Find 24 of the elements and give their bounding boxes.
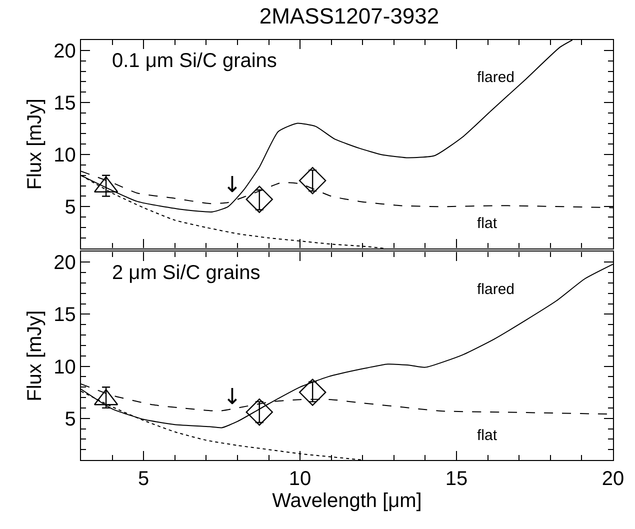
y-tick-label: 15 <box>54 92 76 114</box>
y-tick-label: 20 <box>54 252 76 274</box>
x-tick-label: 20 <box>602 468 624 490</box>
annotation: flared <box>477 69 515 86</box>
chart-title: 2MASS1207-3932 <box>259 3 440 28</box>
x-axis-title: Wavelength [μm] <box>272 490 422 512</box>
annotation: ↓ <box>223 385 242 410</box>
x-tick-label: 5 <box>138 468 150 490</box>
y-axis-title: Flux [mJy] <box>24 310 46 402</box>
annotation: flat <box>477 215 498 232</box>
annotation: flared <box>477 281 515 298</box>
y-tick-label: 15 <box>54 304 76 326</box>
x-tick-label: 15 <box>445 468 468 490</box>
y-tick-label: 5 <box>64 408 76 430</box>
annotation: 2 μm Si/C grains <box>112 262 260 284</box>
y-tick-label: 10 <box>54 356 76 378</box>
x-tick-label: 10 <box>288 468 312 490</box>
annotation: flat <box>477 427 498 444</box>
annotation: ↓ <box>223 173 242 198</box>
y-axis-title: Flux [mJy] <box>24 98 46 190</box>
annotation: 0.1 μm Si/C grains <box>112 50 277 72</box>
y-tick-label: 20 <box>54 40 76 62</box>
y-tick-label: 5 <box>64 196 76 219</box>
y-tick-label: 10 <box>54 144 76 167</box>
